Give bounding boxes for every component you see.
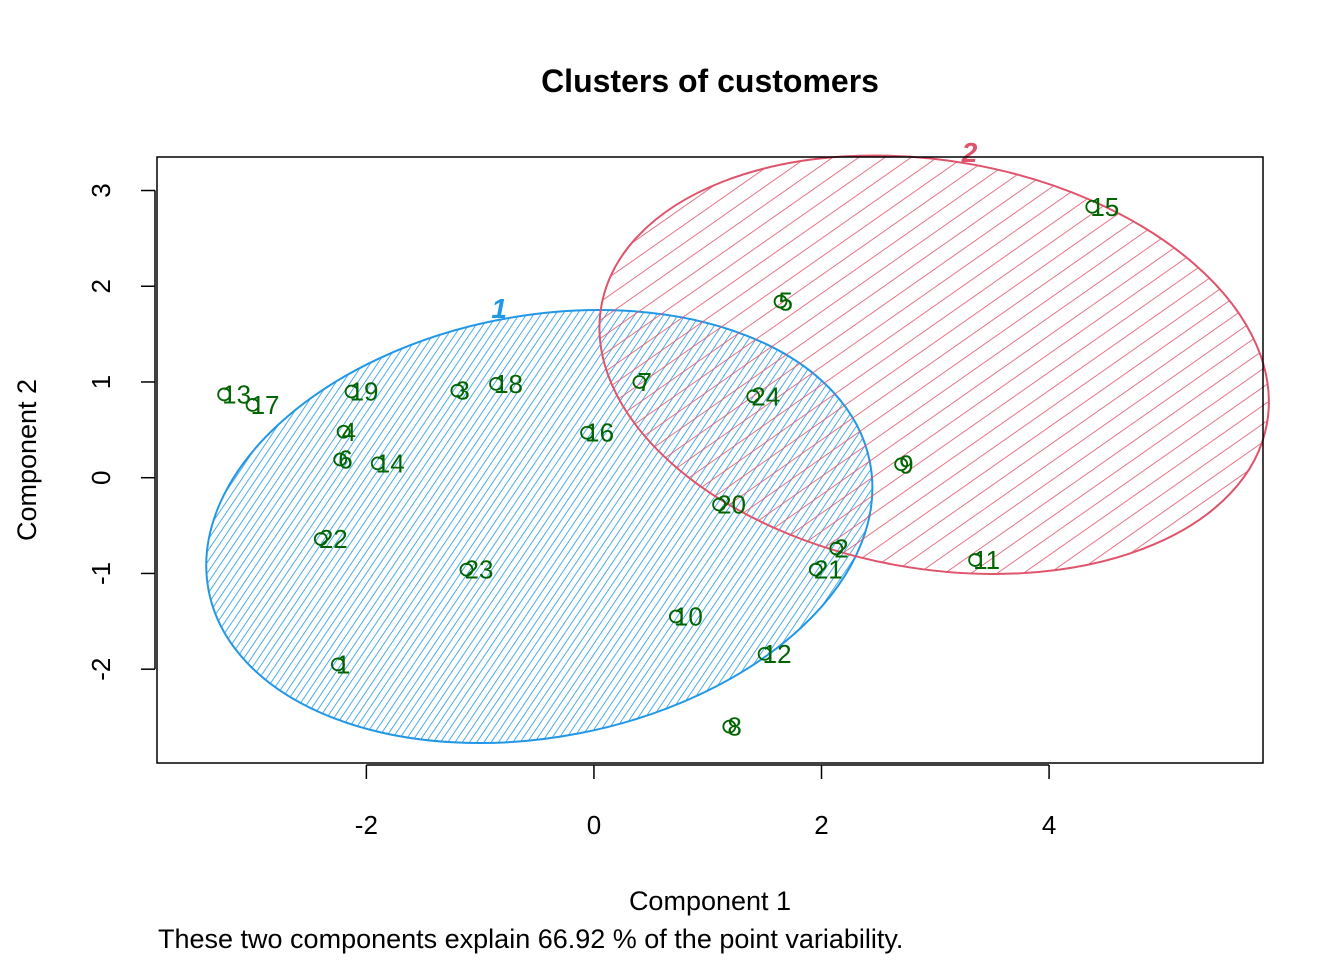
y-tick-label: 1 — [86, 375, 116, 389]
y-axis-title: Component 2 — [12, 379, 42, 541]
x-tick-label: -2 — [355, 810, 378, 840]
point-2-marker — [829, 541, 844, 556]
point-1-marker — [331, 657, 345, 672]
point-16-marker — [580, 425, 595, 440]
variability-subtitle: These two components explain 66.92 % of … — [158, 924, 903, 954]
point-17-label: 17 — [251, 390, 280, 420]
y-tick-label: -2 — [86, 658, 116, 681]
point-22-label: 22 — [319, 524, 348, 554]
point-5-label: 5 — [779, 287, 793, 317]
point-10-marker — [668, 609, 683, 624]
point-20-label: 20 — [717, 490, 746, 520]
point-20-marker — [712, 497, 727, 512]
point-7-marker — [632, 375, 647, 389]
point-14-marker — [370, 456, 385, 471]
cluster-2-outline — [598, 154, 1270, 575]
point-22-marker — [313, 532, 328, 546]
y-tick-label: 2 — [86, 279, 116, 293]
point-15-marker — [1085, 199, 1100, 214]
x-tick-label: 2 — [814, 810, 828, 840]
point-6-label: 6 — [338, 445, 352, 475]
cluster-ellipses: 12 — [205, 137, 1270, 745]
point-4-marker — [336, 424, 351, 439]
point-15-label: 15 — [1090, 192, 1119, 222]
cluster-1-label: 1 — [491, 293, 507, 324]
point-24-marker — [746, 389, 761, 404]
x-tick-label: 4 — [1042, 810, 1056, 840]
point-21-marker — [808, 562, 823, 577]
point-3-label: 3 — [455, 376, 469, 406]
point-2-label: 2 — [834, 534, 848, 564]
point-23-label: 23 — [464, 555, 493, 585]
point-3-marker — [450, 383, 465, 398]
point-1-label: 1 — [336, 649, 350, 679]
chart-title: Clusters of customers — [541, 63, 879, 99]
point-10-label: 10 — [674, 602, 703, 632]
point-16-label: 16 — [585, 418, 614, 448]
x-tick-label: 0 — [587, 810, 601, 840]
cluster-2-label: 2 — [961, 137, 978, 168]
x-axis-title: Component 1 — [629, 886, 791, 916]
point-4-label: 4 — [342, 417, 356, 447]
point-18-label: 18 — [494, 369, 523, 399]
point-24-label: 24 — [751, 381, 780, 411]
point-23-marker — [459, 562, 474, 577]
point-7-label: 7 — [637, 367, 651, 397]
point-8-marker — [722, 719, 737, 734]
y-tick-label: 0 — [86, 470, 116, 484]
point-19-marker — [344, 384, 359, 399]
point-19-label: 19 — [350, 377, 379, 407]
point-12-label: 12 — [763, 639, 792, 669]
point-11-marker — [968, 553, 983, 567]
point-14-label: 14 — [376, 448, 405, 478]
point-9-marker — [894, 457, 909, 472]
point-17-marker — [245, 398, 260, 412]
point-21-label: 21 — [814, 555, 843, 585]
point-13-marker — [217, 387, 232, 402]
y-tick-label: -1 — [86, 562, 116, 585]
y-tick-label: 3 — [86, 183, 116, 197]
point-12-marker — [757, 646, 772, 661]
point-8-label: 8 — [727, 712, 741, 742]
point-9-label: 9 — [899, 449, 913, 479]
point-5-marker — [773, 294, 788, 309]
plot-frame — [156, 156, 1264, 764]
point-11-label: 11 — [973, 545, 1000, 575]
point-6-marker — [333, 452, 348, 467]
point-18-marker — [489, 376, 503, 391]
cluster-2-fill — [599, 155, 1269, 574]
